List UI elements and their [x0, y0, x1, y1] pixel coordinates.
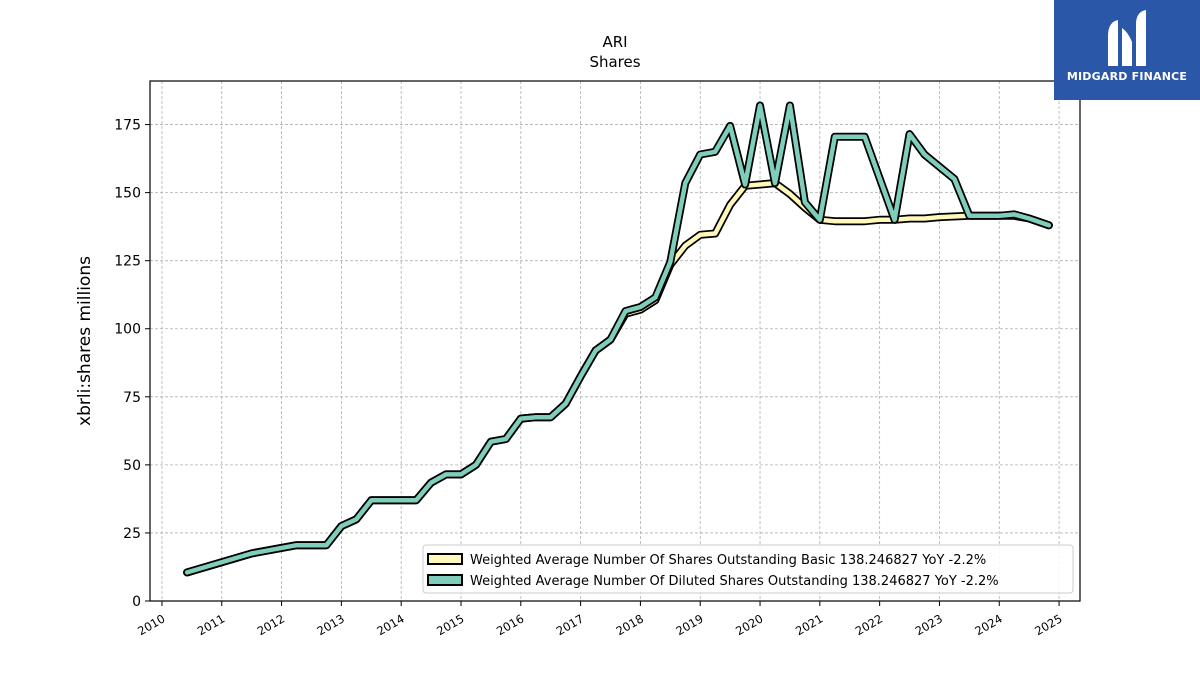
plot-frame [149, 80, 1081, 602]
y-tick-label: 0 [132, 594, 141, 610]
y-tick-label: 25 [123, 526, 141, 542]
brand-logo: MIDGARD FINANCE [1054, 0, 1200, 100]
y-tick-label: 125 [114, 254, 141, 270]
grid [150, 81, 1080, 602]
brand-mark-icon [1108, 10, 1146, 66]
chart-title: ARI [602, 33, 627, 51]
brand-name: MIDGARD FINANCE [1066, 70, 1188, 83]
y-tick-label: 175 [114, 118, 141, 134]
y-tick-label: 50 [123, 458, 141, 474]
chart-subtitle: Shares [589, 53, 640, 71]
legend-label: Weighted Average Number Of Diluted Share… [470, 574, 999, 589]
y-tick-label: 100 [114, 322, 141, 338]
legend-swatch [427, 553, 463, 565]
legend-box [422, 544, 1074, 594]
legend-label: Weighted Average Number Of Shares Outsta… [470, 553, 986, 568]
y-axis-label: xbrli:shares millions [75, 256, 95, 426]
y-tick-label: 150 [114, 186, 141, 202]
y-tick-label: 75 [123, 390, 141, 406]
legend: Weighted Average Number Of Shares Outsta… [422, 544, 1074, 594]
series-layer [183, 101, 1053, 577]
legend-swatch [427, 574, 463, 586]
series-1-line [184, 103, 1052, 575]
